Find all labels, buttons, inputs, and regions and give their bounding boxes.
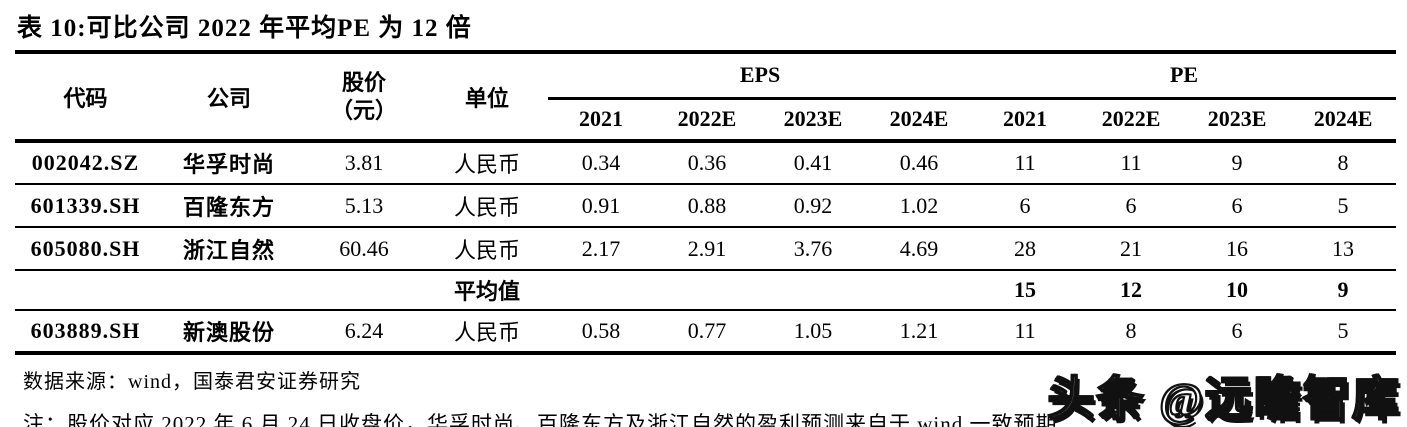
cell-eps-2021: 0.91 (548, 184, 654, 228)
watermark-text: 头条 @远瞻智库 (1047, 373, 1401, 427)
cell-empty (302, 270, 426, 311)
table-row-xinao: 603889.SH 新澳股份 6.24 人民币 0.58 0.77 1.05 1… (15, 310, 1397, 355)
header-eps-2022e: 2022E (654, 98, 760, 143)
header-pe-2022e: 2022E (1078, 98, 1185, 143)
cell-avg-pe-2021: 15 (972, 270, 1079, 311)
cell-eps-2021: 0.34 (548, 141, 654, 185)
data-source-text: 数据来源：wind，国泰君安证券研究 (23, 371, 361, 393)
cell-eps-2022e: 0.77 (654, 310, 760, 355)
header-pe-2023e: 2023E (1184, 98, 1291, 143)
note-text: 注：股价对应 2022 年 6 月 24 日收盘价，华孚时尚、百隆东方及浙江自然… (23, 412, 1058, 427)
cell-pe-2023e: 9 (1184, 141, 1291, 185)
cell-pe-2021: 28 (972, 227, 1079, 271)
table-row-huafu: 002042.SZ 华孚时尚 3.81 人民币 0.34 0.36 0.41 0… (15, 141, 1397, 185)
cell-eps-2023e: 0.41 (760, 141, 866, 185)
cell-company: 新澳股份 (156, 310, 302, 355)
cell-avg-pe-2022e: 12 (1078, 270, 1185, 311)
cell-price: 60.46 (302, 227, 426, 271)
cell-unit: 人民币 (426, 310, 548, 355)
cell-pe-2024e: 13 (1290, 227, 1397, 271)
header-eps-2023e: 2023E (760, 98, 866, 143)
cell-company: 华孚时尚 (156, 141, 302, 185)
cell-company: 百隆东方 (156, 184, 302, 228)
cell-pe-2023e: 6 (1184, 310, 1291, 355)
cell-unit: 人民币 (426, 141, 548, 185)
cell-pe-2021: 11 (972, 141, 1079, 185)
cell-eps-2024e: 4.69 (866, 227, 973, 271)
cell-code: 601339.SH (15, 184, 156, 228)
cell-company: 浙江自然 (156, 227, 302, 271)
cell-price: 3.81 (302, 141, 426, 185)
header-group-row: 代码 公司 股价 （元） 单位 EPS PE (15, 54, 1397, 143)
cell-pe-2024e: 5 (1290, 184, 1397, 228)
cell-eps-2023e: 3.76 (760, 227, 866, 271)
table-row-bailong: 601339.SH 百隆东方 5.13 人民币 0.91 0.88 0.92 1… (15, 184, 1397, 228)
cell-empty (15, 270, 156, 311)
cell-eps-2022e: 0.88 (654, 184, 760, 228)
cell-eps-2024e: 0.46 (866, 141, 973, 185)
header-price-line2: （元） (330, 97, 397, 123)
header-pe-2024e: 2024E (1290, 98, 1397, 143)
cell-price: 5.13 (302, 184, 426, 228)
cell-code: 002042.SZ (15, 141, 156, 185)
cell-avg-pe-2023e: 10 (1184, 270, 1291, 311)
header-group-pe: PE (972, 54, 1397, 100)
cell-pe-2023e: 16 (1184, 227, 1291, 271)
cell-eps-2021: 2.17 (548, 227, 654, 271)
comparable-companies-table: 代码 公司 股价 （元） 单位 EPS PE 2021 2022E 2023E … (15, 54, 1397, 355)
cell-empty (654, 270, 760, 311)
cell-empty (156, 270, 302, 311)
cell-eps-2021: 0.58 (548, 310, 654, 355)
header-year-row: 2021 2022E 2023E 2024E 2021 2022E 2023E … (15, 98, 1397, 143)
header-eps-2024e: 2024E (866, 98, 973, 143)
cell-pe-2021: 6 (972, 184, 1079, 228)
header-price-line1: 股价 (341, 70, 386, 95)
header-pe-2021: 2021 (972, 98, 1079, 143)
cell-empty (548, 270, 654, 311)
cell-eps-2022e: 0.36 (654, 141, 760, 185)
cell-eps-2024e: 1.21 (866, 310, 973, 355)
header-code: 代码 (15, 54, 156, 143)
header-group-eps: EPS (548, 54, 973, 100)
header-price: 股价 （元） (302, 54, 426, 143)
header-unit: 单位 (426, 54, 548, 143)
cell-eps-2022e: 2.91 (654, 227, 760, 271)
cell-code: 605080.SH (15, 227, 156, 271)
cell-unit: 人民币 (426, 227, 548, 271)
cell-unit: 人民币 (426, 184, 548, 228)
table-title: 表 10:可比公司 2022 年平均PE 为 12 倍 (15, 6, 1396, 54)
cell-eps-2023e: 0.92 (760, 184, 866, 228)
header-company: 公司 (156, 54, 302, 143)
cell-pe-2021: 11 (972, 310, 1079, 355)
header-eps-2021: 2021 (548, 98, 654, 143)
cell-avg-pe-2024e: 9 (1290, 270, 1397, 311)
cell-pe-2024e: 8 (1290, 141, 1397, 185)
cell-pe-2022e: 21 (1078, 227, 1185, 271)
cell-pe-2022e: 6 (1078, 184, 1185, 228)
cell-empty (760, 270, 866, 311)
cell-code: 603889.SH (15, 310, 156, 355)
cell-pe-2022e: 8 (1078, 310, 1185, 355)
cell-eps-2023e: 1.05 (760, 310, 866, 355)
cell-pe-2022e: 11 (1078, 141, 1185, 185)
cell-eps-2024e: 1.02 (866, 184, 973, 228)
cell-pe-2024e: 5 (1290, 310, 1397, 355)
cell-empty (866, 270, 973, 311)
cell-price: 6.24 (302, 310, 426, 355)
table-row-zhejiang: 605080.SH 浙江自然 60.46 人民币 2.17 2.91 3.76 … (15, 227, 1397, 271)
cell-pe-2023e: 6 (1184, 184, 1291, 228)
cell-average-label: 平均值 (426, 270, 548, 311)
table-row-average: 平均值 15 12 10 9 (15, 270, 1397, 311)
